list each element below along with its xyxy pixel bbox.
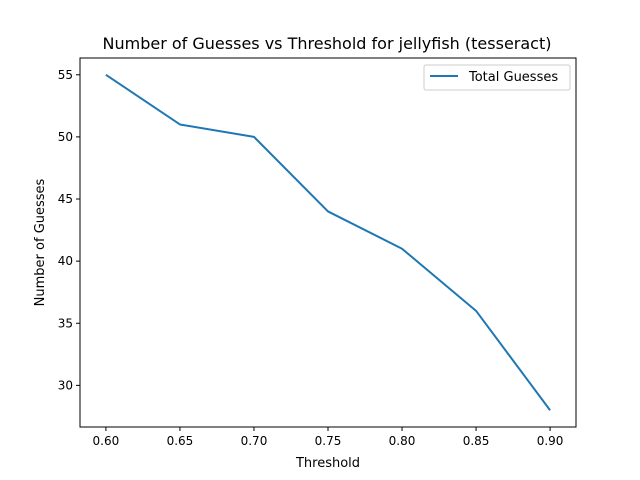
axis-ticks: 0.60 0.65 0.70 0.75 0.80 0.85 0.90 30 35 40 45 50 55 xyxy=(58,68,564,448)
x-tick-label: 0.65 xyxy=(167,434,194,448)
x-tick-label: 0.75 xyxy=(315,434,342,448)
plot-frame xyxy=(79,57,577,428)
series-line-total-guesses xyxy=(105,73,551,411)
legend: Total Guesses xyxy=(423,64,571,91)
y-tick-label: 45 xyxy=(58,192,73,206)
x-tick-label: 0.80 xyxy=(389,434,416,448)
x-tick-label: 0.85 xyxy=(463,434,490,448)
y-tick-label: 55 xyxy=(58,68,73,82)
x-tick-label: 0.60 xyxy=(93,434,120,448)
x-tick-label: 0.70 xyxy=(241,434,268,448)
legend-box xyxy=(423,64,571,91)
chart-title: Number of Guesses vs Threshold for jelly… xyxy=(103,34,552,53)
y-axis-label: Number of Guesses xyxy=(33,178,48,306)
x-tick-label: 0.90 xyxy=(537,434,564,448)
legend-label-total-guesses: Total Guesses xyxy=(468,70,558,85)
y-tick-label: 35 xyxy=(58,316,73,330)
x-axis-label: Threshold xyxy=(295,456,360,471)
y-tick-label: 30 xyxy=(58,378,73,392)
y-tick-label: 40 xyxy=(58,254,73,268)
plot-series xyxy=(105,73,551,411)
y-tick-label: 50 xyxy=(58,130,73,144)
